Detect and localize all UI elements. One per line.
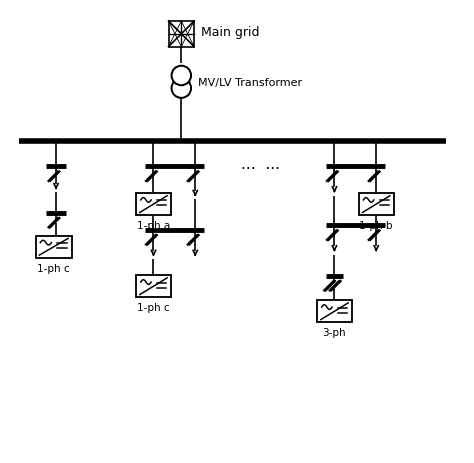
Text: 3-ph: 3-ph xyxy=(323,327,346,338)
Text: 1-ph c: 1-ph c xyxy=(37,263,70,273)
Text: 1-ph a: 1-ph a xyxy=(137,220,170,231)
Bar xyxy=(359,194,393,216)
Circle shape xyxy=(172,79,191,99)
Text: ...  ...: ... ... xyxy=(241,157,280,172)
Bar xyxy=(136,275,171,298)
Bar xyxy=(169,22,194,47)
Text: 1-ph c: 1-ph c xyxy=(137,302,170,313)
Bar xyxy=(36,236,72,258)
Bar xyxy=(317,300,352,323)
Bar xyxy=(136,194,171,216)
Text: Main grid: Main grid xyxy=(201,26,260,39)
Circle shape xyxy=(172,67,191,86)
Text: MV/LV Transformer: MV/LV Transformer xyxy=(198,78,302,88)
Text: 1-ph b: 1-ph b xyxy=(359,220,393,231)
